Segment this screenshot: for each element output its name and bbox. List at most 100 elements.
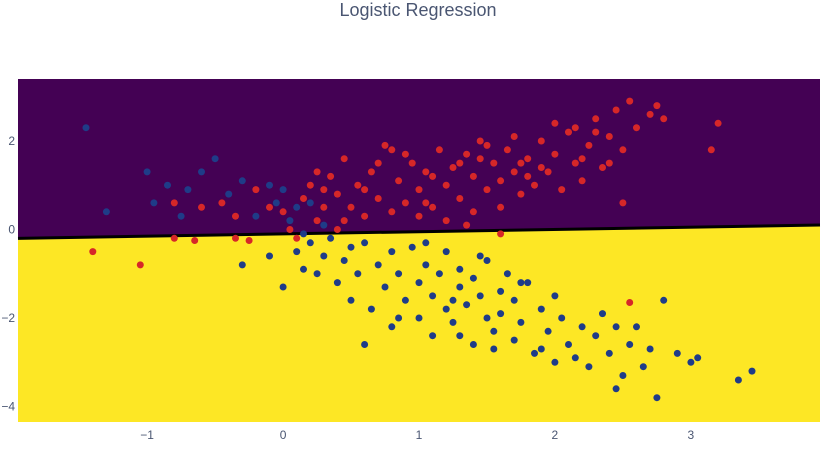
data-point <box>279 208 287 216</box>
data-point <box>605 133 613 140</box>
data-point <box>551 150 559 158</box>
data-point <box>143 168 151 176</box>
data-point <box>449 296 457 304</box>
data-point <box>510 336 518 344</box>
data-point <box>245 237 253 244</box>
data-point <box>361 212 369 220</box>
data-point <box>442 248 450 256</box>
data-point <box>714 119 722 127</box>
y-tick-label: −2 <box>1 311 15 325</box>
data-point <box>395 314 403 322</box>
x-axis-tick-labels: −1 0 1 2 3 <box>140 428 694 442</box>
data-point <box>272 199 280 207</box>
data-point <box>449 164 457 171</box>
data-point <box>497 310 505 318</box>
data-point <box>313 217 321 225</box>
data-point <box>191 237 199 244</box>
data-point <box>517 190 525 198</box>
x-tick-label: 2 <box>552 428 559 442</box>
data-point <box>551 358 559 366</box>
y-tick-label: 2 <box>8 134 15 148</box>
data-point <box>476 137 484 145</box>
data-point <box>442 217 450 225</box>
data-point <box>558 186 566 194</box>
data-point <box>388 248 396 256</box>
data-point <box>463 150 471 158</box>
y-axis-tick-labels: −4 −2 0 2 <box>1 134 15 414</box>
data-point <box>483 314 491 322</box>
data-point <box>184 186 192 194</box>
data-point <box>639 363 647 371</box>
data-point <box>476 252 484 260</box>
data-point <box>456 159 464 167</box>
data-point <box>306 199 314 207</box>
data-point <box>626 97 634 105</box>
data-point <box>694 354 702 362</box>
data-point <box>585 363 593 371</box>
data-point <box>415 279 423 287</box>
data-point <box>388 323 396 331</box>
data-point <box>102 208 110 216</box>
data-point <box>395 270 403 278</box>
x-tick-label: −1 <box>140 428 154 442</box>
x-tick-label: 0 <box>280 428 287 442</box>
data-point <box>633 323 640 331</box>
data-point <box>286 226 294 233</box>
data-point <box>327 172 335 180</box>
data-point <box>327 234 335 242</box>
data-point <box>476 155 484 163</box>
data-point <box>266 181 273 189</box>
data-point <box>435 146 443 154</box>
data-point <box>653 102 661 110</box>
data-point <box>612 106 620 114</box>
data-point <box>395 177 403 185</box>
data-point <box>660 115 668 123</box>
data-point <box>300 265 307 273</box>
data-point <box>82 124 90 132</box>
data-point <box>571 124 579 132</box>
data-point <box>279 283 287 291</box>
decision-boundary-line <box>17 223 821 240</box>
data-point <box>198 203 205 211</box>
x-tick-label: 3 <box>688 428 695 442</box>
data-point <box>510 133 518 140</box>
data-point <box>571 159 579 167</box>
data-point <box>612 323 620 331</box>
data-point <box>524 279 532 287</box>
data-point <box>626 299 634 306</box>
data-point <box>646 110 654 118</box>
series-0-points <box>89 97 722 306</box>
chart-title: Logistic Regression <box>339 0 496 20</box>
data-point <box>633 124 640 132</box>
data-point <box>463 301 471 309</box>
data-point <box>442 305 450 313</box>
data-point <box>266 203 273 211</box>
data-point <box>449 318 457 326</box>
data-point <box>429 203 437 211</box>
data-point <box>238 261 246 269</box>
data-point <box>333 279 341 287</box>
data-point <box>415 186 423 194</box>
data-point <box>469 341 477 348</box>
data-point <box>415 212 423 220</box>
data-point <box>367 168 375 176</box>
data-point <box>734 376 742 384</box>
data-point <box>483 257 491 264</box>
data-point <box>286 217 294 225</box>
data-point <box>354 270 362 278</box>
x-tick-label: 1 <box>416 428 423 442</box>
data-point <box>415 314 423 322</box>
data-point <box>605 159 613 167</box>
data-point <box>361 341 369 348</box>
data-point <box>381 283 389 291</box>
data-point <box>279 186 287 194</box>
data-point <box>571 354 579 362</box>
data-point <box>497 177 505 185</box>
data-point <box>238 177 246 185</box>
data-point <box>605 349 613 357</box>
data-point <box>170 234 178 242</box>
data-point <box>612 385 620 393</box>
data-point <box>429 332 437 340</box>
data-point <box>537 305 545 313</box>
data-point <box>361 239 369 247</box>
